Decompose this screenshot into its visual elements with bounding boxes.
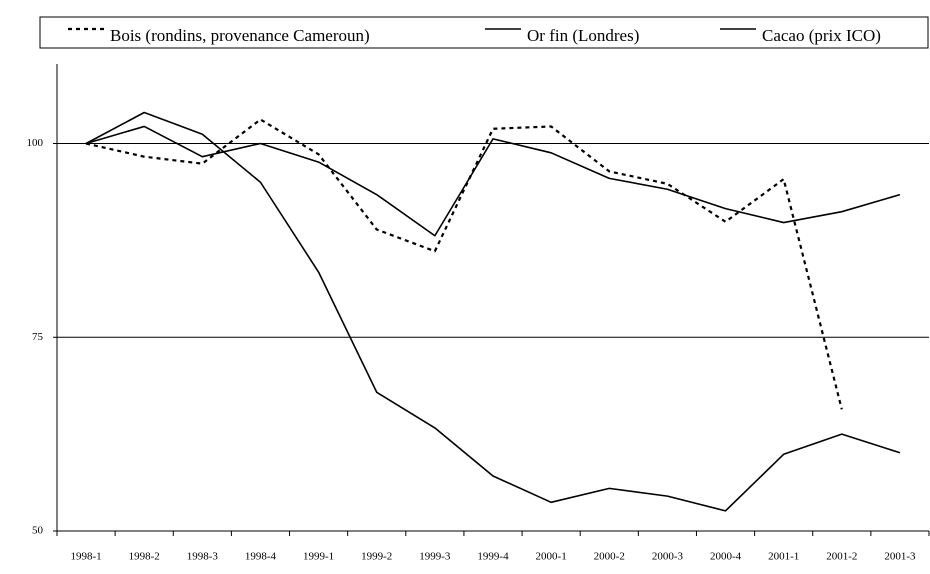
y-tick-label: 50 (32, 525, 44, 537)
x-tick-label: 2000-3 (652, 551, 684, 563)
x-tick-label: 1998-4 (245, 551, 277, 563)
x-tick-label: 1998-3 (187, 551, 219, 563)
x-tick-label: 2000-2 (594, 551, 625, 563)
x-tick-label: 2001-2 (826, 551, 857, 563)
x-tick-label: 1999-2 (361, 551, 392, 563)
x-tick-label: 1998-2 (129, 551, 160, 563)
legend-label: Or fin (Londres) (527, 26, 639, 45)
legend-box (39, 16, 929, 49)
x-tick-label: 1999-3 (419, 551, 451, 563)
series-line (85, 118, 843, 410)
x-tick-label: 1999-4 (477, 551, 509, 563)
legend-label: Bois (rondins, provenance Cameroun) (110, 26, 370, 45)
legend-label: Cacao (prix ICO) (762, 26, 881, 45)
x-tick-label: 2000-1 (536, 551, 567, 563)
x-tick-label: 2000-4 (710, 551, 742, 563)
series-line (85, 125, 901, 237)
x-tick-label: 1998-1 (70, 551, 101, 563)
x-tick-label: 2001-1 (768, 551, 799, 563)
y-tick-label: 75 (32, 331, 44, 343)
x-tick-label: 2001-3 (884, 551, 916, 563)
x-tick-label: 1999-1 (303, 551, 334, 563)
series-line (85, 111, 901, 512)
y-tick-label: 100 (27, 137, 44, 149)
